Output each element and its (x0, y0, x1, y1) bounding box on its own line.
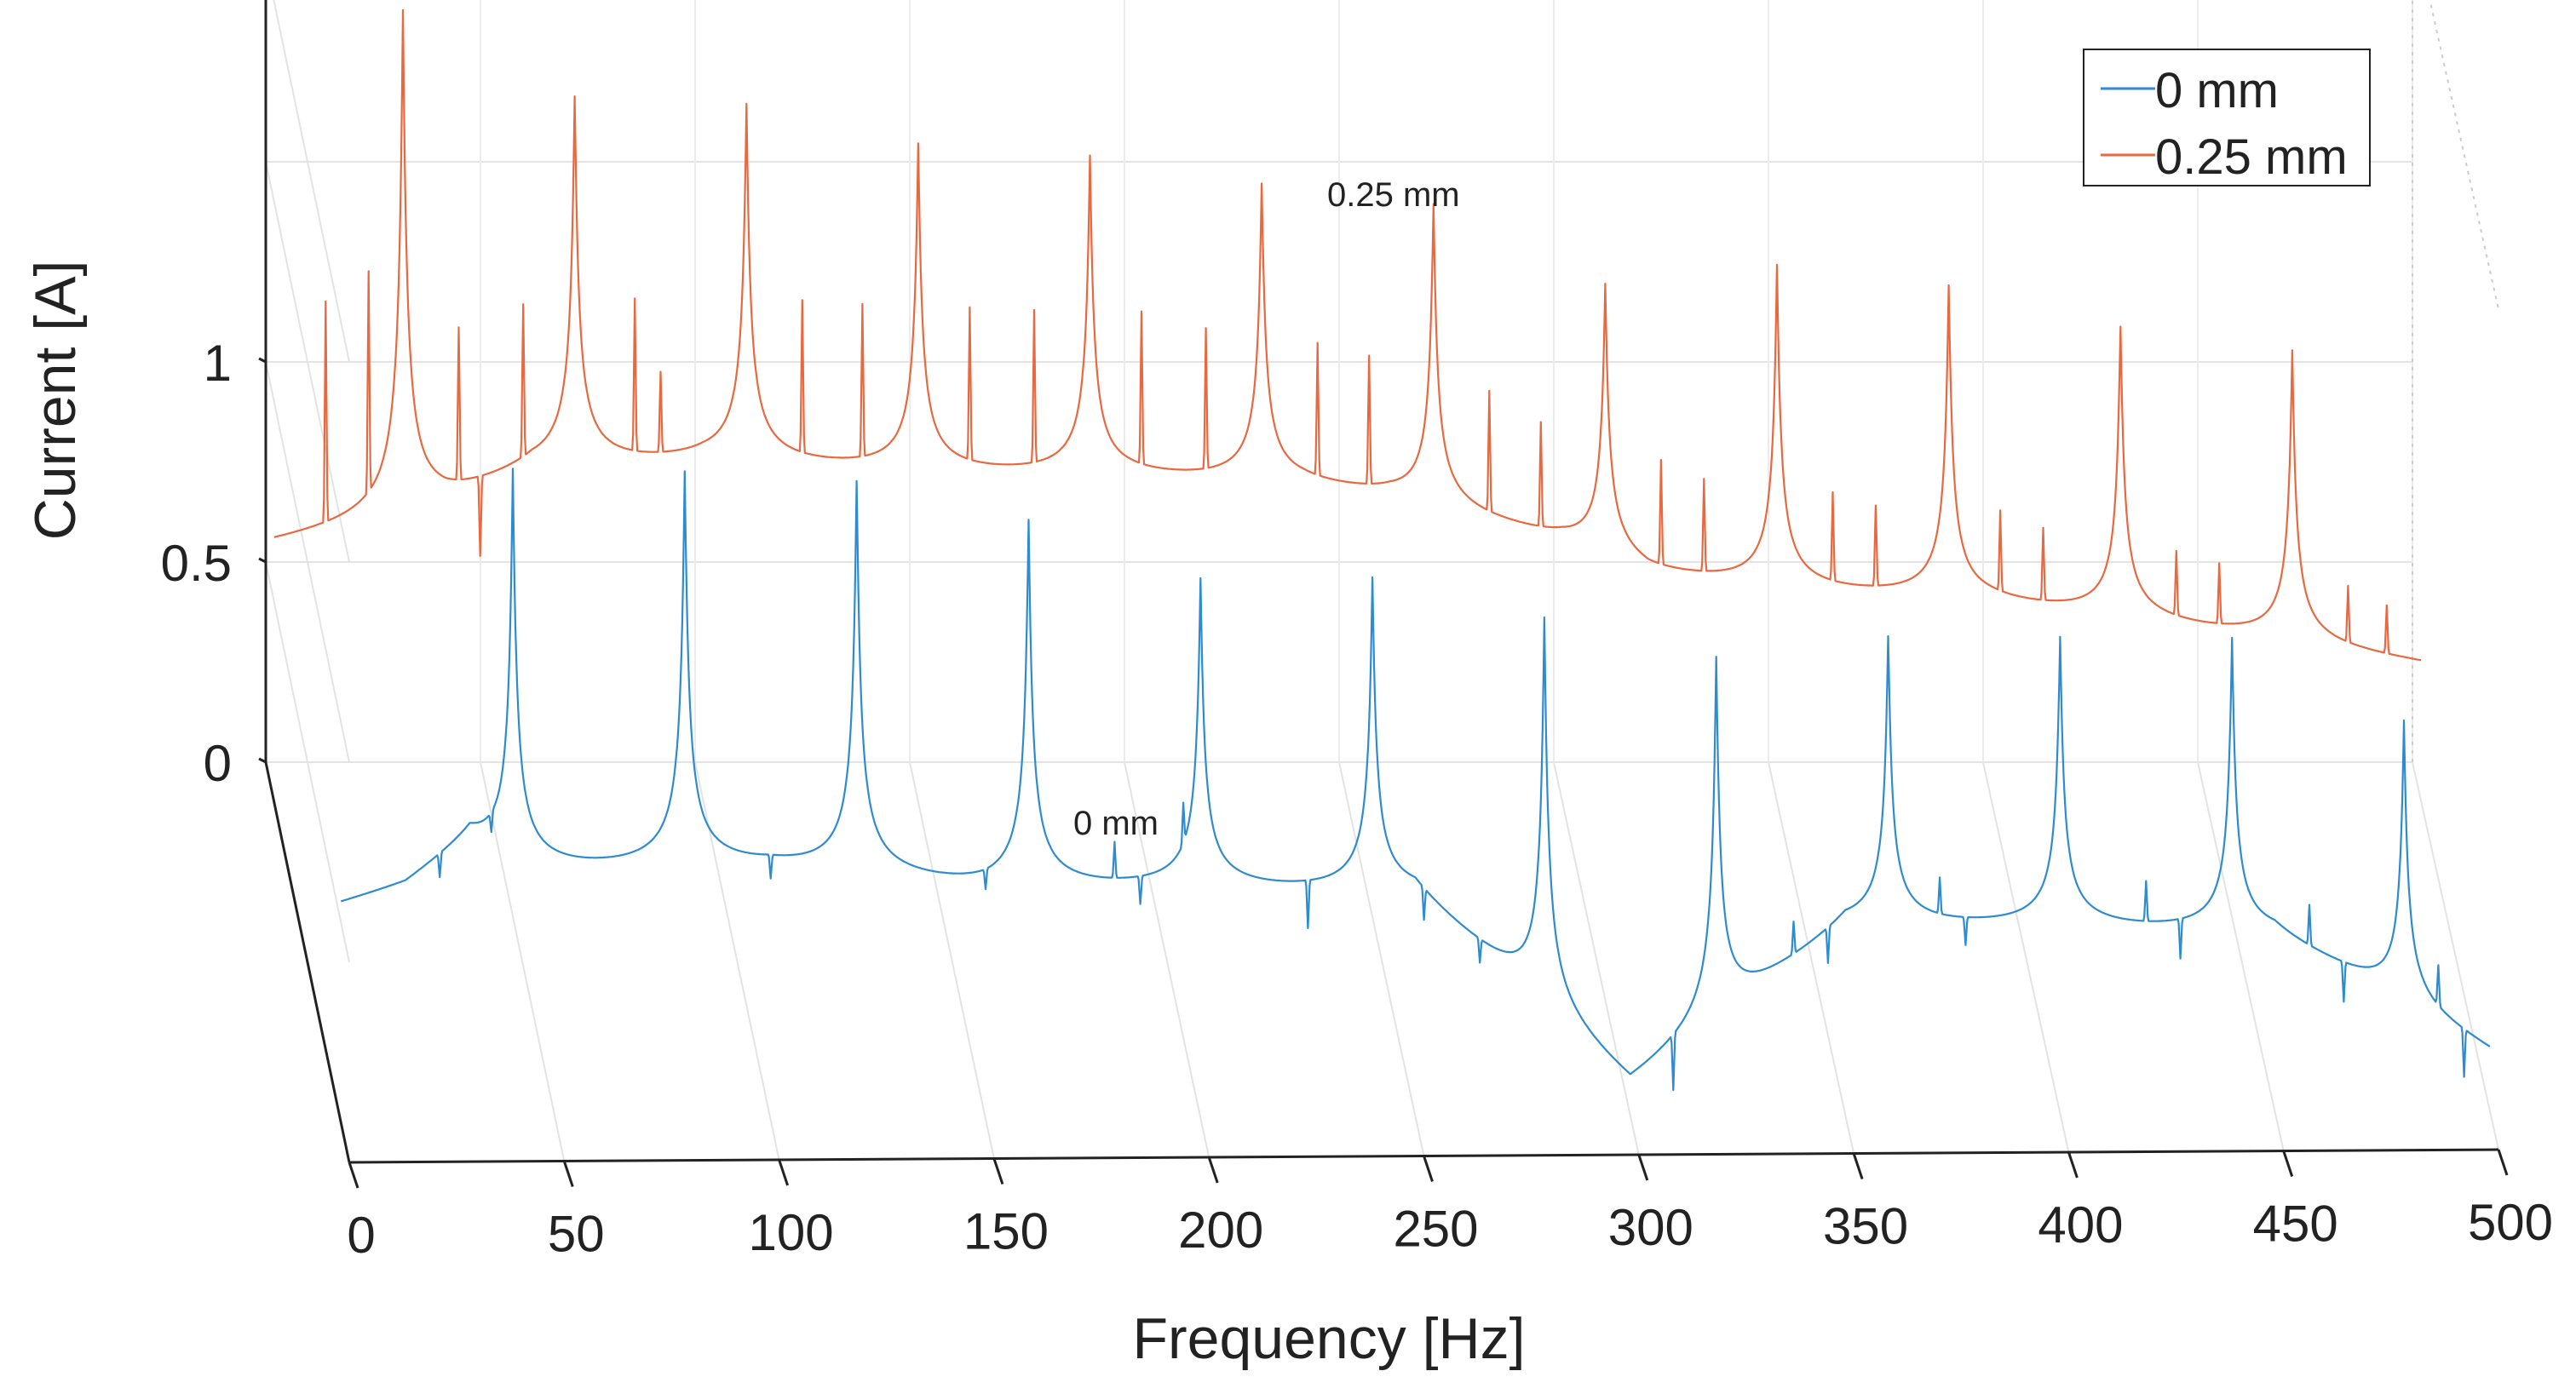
legend-label-0mm: 0 mm (2155, 63, 2279, 118)
x-tick-label: 350 (1823, 1198, 1908, 1255)
annotation-0mm: 0 mm (1073, 805, 1159, 842)
tick-labels: 0 50 100 150 200 250 300 350 400 450 500 0 0.5 1 100 (156, 0, 2553, 1264)
y-tick (258, 357, 267, 364)
grid-floor-x (2412, 761, 2499, 1150)
grid-floor-x (2197, 761, 2285, 1151)
annotation-025mm: 0.25 mm (1327, 176, 1460, 214)
x-tick (562, 1161, 574, 1187)
y-tick (258, 557, 267, 564)
x-tick-label: 250 (1393, 1201, 1478, 1258)
grid-side-h (265, 161, 350, 563)
x-tick (992, 1158, 1004, 1185)
x-tick (2497, 1149, 2509, 1176)
y-tick-label-top: 100 (156, 0, 232, 10)
axes (258, 0, 2509, 1189)
grid-floor-x (694, 761, 780, 1161)
grid-floor-x (1768, 761, 1855, 1154)
x-tick-label: 500 (2468, 1194, 2553, 1251)
x-tick (348, 1162, 359, 1189)
x-tick (1423, 1156, 1434, 1182)
x-tick-label: 300 (1608, 1199, 1693, 1256)
legend-label-025mm: 0.25 mm (2155, 129, 2348, 185)
y-tick-label: 0 (204, 735, 232, 792)
x-tick-label: 0 (347, 1207, 375, 1264)
grid-side-h (273, 0, 350, 363)
x-tick (1637, 1154, 1649, 1181)
legend: 0 mm 0.25 mm (2083, 49, 2371, 186)
grid-floor-x (480, 761, 566, 1162)
grid-edge (2429, 0, 2499, 310)
grid-side-h (265, 361, 350, 763)
x-tick (778, 1159, 790, 1186)
grid-side-h (265, 561, 350, 963)
x-tick-label: 200 (1178, 1202, 1263, 1259)
x-tick (2067, 1151, 2079, 1179)
x-axis-label: Frequency [Hz] (1132, 1306, 1525, 1371)
y-tick-label: 0.5 (161, 535, 232, 592)
x-tick (2282, 1150, 2294, 1177)
y-axis-label: Current [A] (23, 261, 88, 541)
x-tick (1207, 1156, 1219, 1184)
y-tick-label: 1 (204, 335, 232, 392)
series-line-0-mm (340, 468, 2491, 1092)
x-tick-label: 50 (548, 1206, 605, 1263)
data-series (273, 9, 2491, 1092)
grid-floor-x (1982, 761, 2070, 1153)
grid-floor-x (1124, 761, 1210, 1158)
grid-floor-x (1338, 761, 1425, 1156)
grid-floor-x (909, 761, 995, 1159)
y-tick (258, 757, 267, 764)
legend-box (2083, 49, 2371, 186)
grid-floor-x (1553, 761, 1640, 1156)
series-line-0-25-mm (273, 9, 2422, 662)
x-tick (1852, 1153, 1864, 1179)
x-tick-label: 150 (963, 1203, 1049, 1260)
depth-axis-line (264, 761, 351, 1163)
x-tick-label: 100 (749, 1204, 834, 1261)
x-tick-label: 450 (2253, 1196, 2338, 1253)
x-tick-label: 400 (2038, 1196, 2123, 1253)
